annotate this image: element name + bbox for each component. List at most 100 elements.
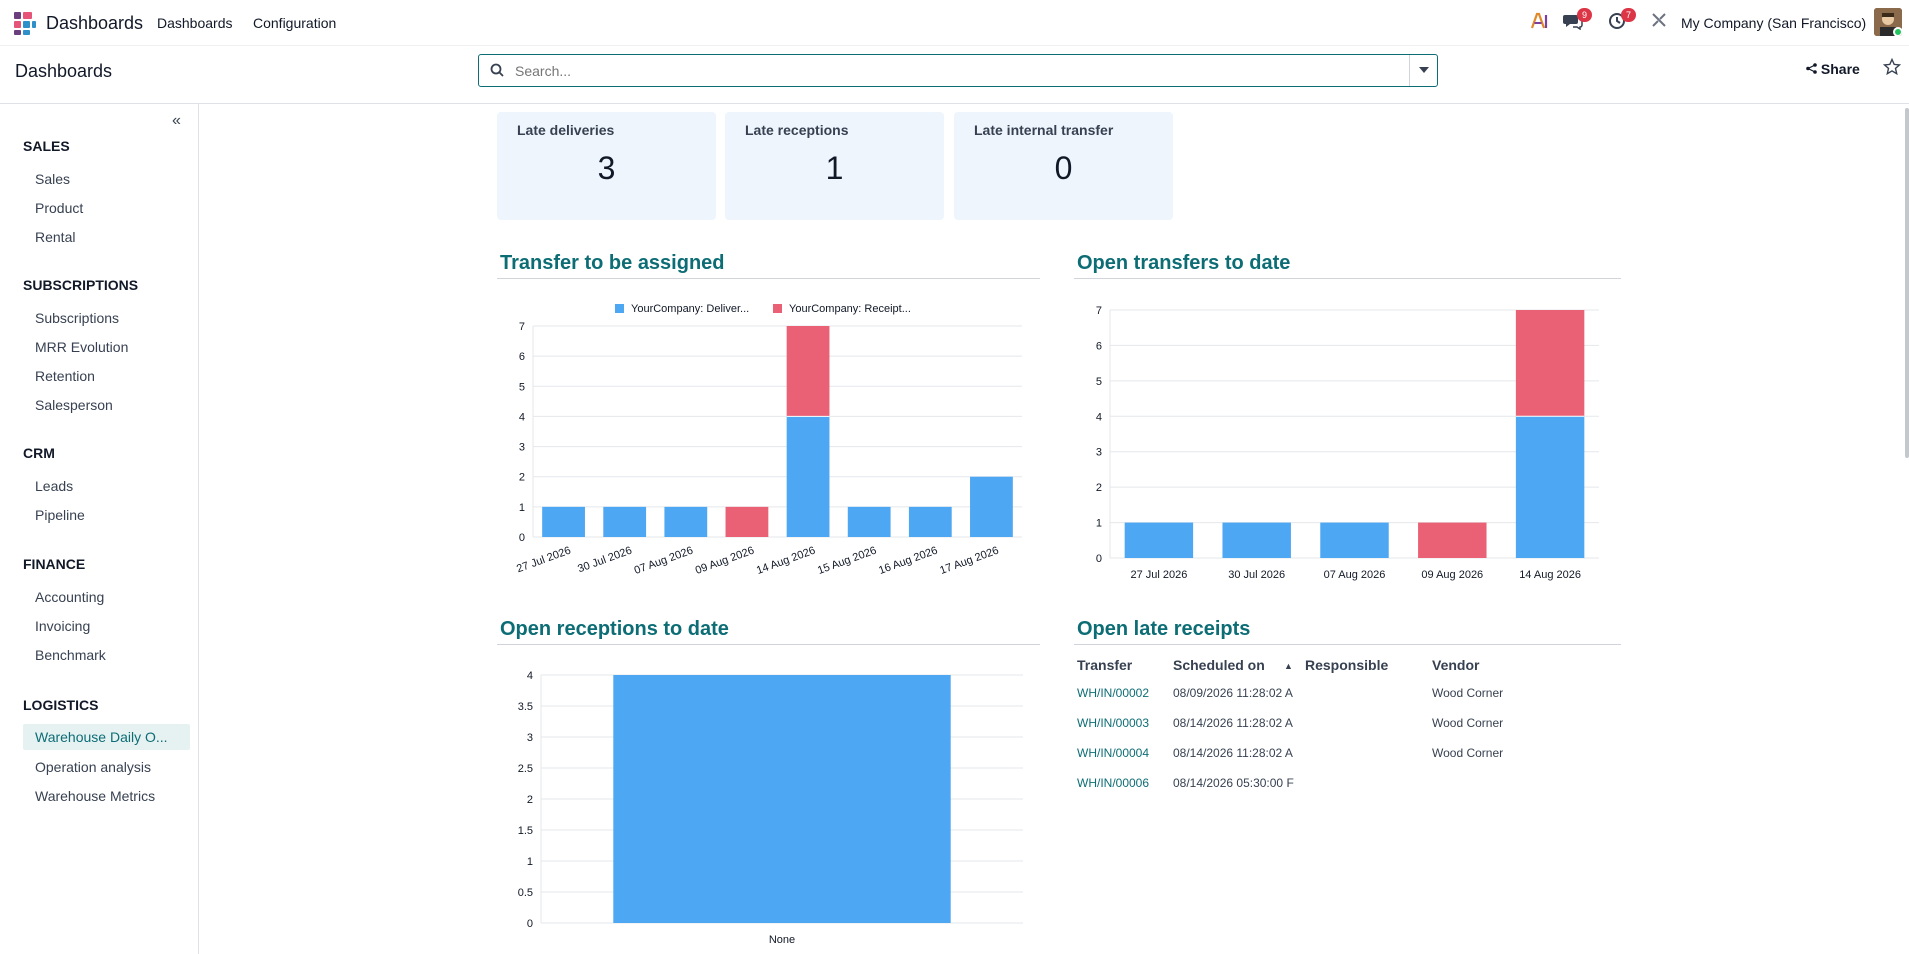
ai-icon[interactable] [1529,12,1551,34]
sidebar-item-leads[interactable]: Leads [35,478,74,494]
sidebar-item-invoicing[interactable]: Invoicing [35,618,91,634]
messages-icon[interactable]: 9 [1562,8,1592,34]
x-tick-label: 30 Jul 2026 [576,545,634,576]
top-navbar: Dashboards Dashboards Configuration 9 7 … [0,0,1909,46]
y-tick-label: 2.5 [518,763,533,775]
x-tick-label: 30 Jul 2026 [1228,569,1285,581]
legend-label: YourCompany: Receipt... [789,303,911,315]
user-avatar[interactable] [1874,8,1902,36]
messages-badge: 9 [1577,8,1592,22]
menu-configuration[interactable]: Configuration [253,15,337,31]
x-tick-label: None [769,934,795,946]
bar-blue [613,675,951,923]
table-row-transfer-link[interactable]: WH/IN/00006 [1077,776,1150,790]
menu-dashboards[interactable]: Dashboards [157,15,233,31]
sidebar-item-subscriptions[interactable]: Subscriptions [35,310,120,326]
section-divider [1074,644,1621,645]
table-row-transfer-link[interactable]: WH/IN/00003 [1077,716,1150,730]
sidebar-item-rental[interactable]: Rental [35,229,76,245]
debug-tools-icon[interactable] [1648,12,1670,34]
y-tick-label: 0 [519,532,525,544]
chart-open-receptions-to-date[interactable]: 0 0.5 1 1.5 2 2.5 3 3.5 4 None [497,655,1040,954]
bar-blue [1515,416,1585,558]
kpi-value: 3 [597,150,616,186]
favorite-star-icon[interactable] [1882,57,1902,81]
breadcrumb: Dashboards [15,61,113,81]
legend-label: YourCompany: Deliver... [631,303,749,315]
search-bar[interactable] [478,54,1438,87]
column-header-responsible[interactable]: Responsible [1305,657,1389,673]
bar-blue [908,506,952,537]
dashboards-sidebar: « SALES Sales Product Rental SUBSCRIPTIO… [0,104,199,954]
section-divider [497,278,1040,279]
page-scrollbar[interactable] [1905,108,1909,458]
chart-open-transfers-to-date[interactable]: 0 1 2 3 4 5 6 7 27 Jul 2026 30 Jul 2026 07 Aug 202… [1074,290,1621,590]
column-header-vendor[interactable]: Vendor [1432,657,1480,673]
bar-blue [1320,522,1389,558]
sort-asc-icon[interactable]: ▲ [1284,661,1293,671]
sidebar-item-accounting[interactable]: Accounting [35,589,105,605]
sidebar-item-benchmark[interactable]: Benchmark [35,647,106,663]
y-tick-label: 0 [1096,553,1102,565]
table-row-vendor: Wood Corner [1432,746,1504,760]
y-tick-label: 3 [519,442,525,454]
x-tick-label: 09 Aug 2026 [694,545,756,577]
share-label: Share [1820,61,1860,77]
share-button[interactable]: Share [1806,61,1860,77]
y-tick-label: 2 [519,472,525,484]
bar-blue [1124,522,1194,558]
group-subscriptions: SUBSCRIPTIONS [23,277,139,293]
table-row-transfer-link[interactable]: WH/IN/00002 [1077,686,1150,700]
kpi-late-receptions[interactable]: Late receptions 1 [725,112,944,220]
y-tick-label: 6 [1096,340,1102,352]
table-row-scheduled: 08/14/2026 05:30:00 F [1173,776,1294,790]
activities-badge: 7 [1621,8,1636,22]
y-tick-label: 3 [527,732,533,744]
sidebar-item-sales[interactable]: Sales [35,171,71,187]
dashboards-app-icon[interactable] [14,12,38,36]
app-name[interactable]: Dashboards [46,13,144,33]
kpi-late-internal-transfer[interactable]: Late internal transfer 0 [954,112,1173,220]
column-header-scheduled-on[interactable]: Scheduled on [1173,657,1265,673]
sidebar-item-warehouse-metrics[interactable]: Warehouse Metrics [35,788,156,804]
collapse-sidebar-icon[interactable]: « [172,112,181,129]
column-header-transfer[interactable]: Transfer [1077,657,1133,673]
table-row-transfer-link[interactable]: WH/IN/00004 [1077,746,1150,760]
table-row-scheduled: 08/14/2026 11:28:02 A [1173,716,1293,730]
kpi-late-deliveries[interactable]: Late deliveries 3 [497,112,716,220]
group-crm: CRM [23,445,55,461]
legend-swatch [773,304,782,313]
sidebar-item-product[interactable]: Product [35,200,84,216]
search-input[interactable] [515,61,1375,81]
y-tick-label: 1 [527,856,533,868]
sidebar-item-mrr-evolution[interactable]: MRR Evolution [35,339,129,355]
y-tick-label: 3 [1096,447,1102,459]
bar-blue [786,416,830,537]
kpi-label: Late deliveries [517,122,615,138]
sidebar-item-operation-analysis[interactable]: Operation analysis [35,759,151,775]
sidebar-item-retention[interactable]: Retention [35,368,95,384]
company-switcher[interactable]: My Company (San Francisco) [1681,15,1867,31]
table-row-scheduled: 08/14/2026 11:28:02 A [1173,746,1293,760]
y-tick-label: 7 [1096,305,1102,317]
sidebar-item-salesperson[interactable]: Salesperson [35,397,113,413]
legend-swatch [615,304,624,313]
section-divider [497,644,1040,645]
group-logistics: LOGISTICS [23,697,99,713]
bar-blue [1222,522,1291,558]
sidebar-item-warehouse-daily-operations[interactable]: Warehouse Daily O... [23,724,190,750]
search-options-toggle[interactable] [1409,55,1437,86]
search-icon [490,63,504,80]
bar-red [1515,310,1585,417]
control-panel: Dashboards Share [0,46,1909,104]
online-status-dot [1893,27,1902,36]
y-tick-label: 0.5 [518,887,533,899]
group-sales: SALES [23,138,70,154]
bar-blue [542,506,585,537]
chart-title-transfer-to-be-assigned: Transfer to be assigned [500,252,725,274]
y-tick-label: 4 [519,411,525,423]
activities-icon[interactable]: 7 [1606,8,1636,34]
sidebar-item-pipeline[interactable]: Pipeline [35,507,85,523]
table-row-vendor: Wood Corner [1432,716,1504,730]
